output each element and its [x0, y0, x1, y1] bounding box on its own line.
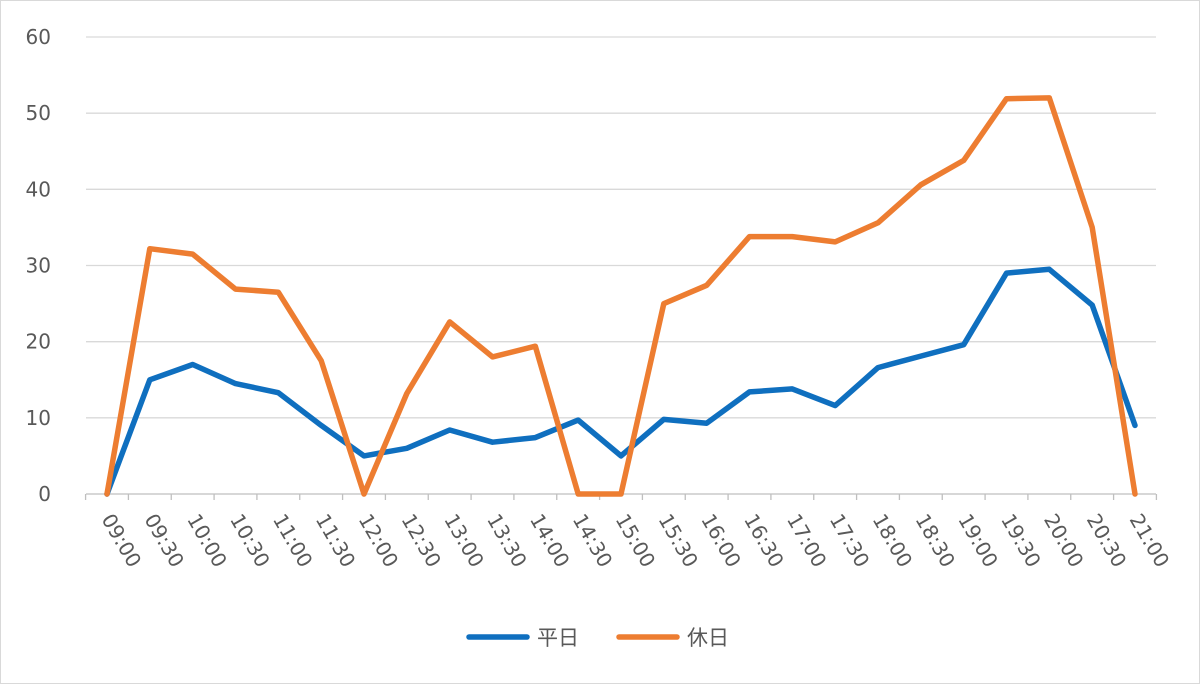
x-axis: 09:0009:3010:0010:3011:0011:3012:0012:30…	[84, 494, 1175, 572]
x-tick-label: 18:30	[911, 510, 961, 572]
legend: 平日 休日	[466, 626, 729, 650]
x-tick-label: 18:00	[868, 510, 918, 572]
legend-label: 休日	[687, 626, 729, 650]
x-tick-label: 15:00	[611, 510, 661, 572]
y-tick-label: 30	[26, 254, 51, 278]
x-tick-label: 13:00	[439, 510, 489, 572]
y-tick-label: 40	[26, 177, 51, 201]
x-tick-label: 10:30	[225, 510, 275, 572]
x-tick-label: 19:30	[996, 510, 1046, 572]
series-lines	[104, 95, 1138, 497]
y-tick-label: 0	[38, 482, 51, 506]
gridlines	[86, 36, 1156, 495]
y-tick-label: 20	[26, 330, 51, 354]
x-tick-label: 16:00	[696, 510, 746, 572]
x-tick-label: 17:00	[782, 510, 832, 572]
y-tick-label: 60	[26, 25, 51, 49]
x-tick-label: 21:00	[1125, 510, 1175, 572]
x-tick-label: 09:30	[140, 510, 190, 572]
x-tick-label: 15:30	[654, 510, 704, 572]
x-tick-label: 09:00	[97, 510, 147, 572]
x-tick-label: 11:30	[311, 510, 361, 572]
x-tick-label: 11:00	[268, 510, 318, 572]
series-line-weekday	[104, 266, 1138, 497]
x-tick-label: 17:30	[825, 510, 875, 572]
x-tick-label: 10:00	[182, 510, 232, 572]
legend-label: 平日	[537, 626, 579, 650]
y-tick-label: 50	[26, 101, 51, 125]
x-tick-label: 12:00	[354, 510, 404, 572]
x-tick-label: 20:00	[1039, 510, 1089, 572]
x-tick-label: 16:30	[739, 510, 789, 572]
x-tick-label: 14:00	[525, 510, 575, 572]
x-tick-label: 20:30	[1082, 510, 1132, 572]
x-tick-label: 12:30	[397, 510, 447, 572]
series-line-holiday	[104, 95, 1138, 497]
y-tick-label: 10	[26, 406, 51, 430]
x-tick-label: 14:30	[568, 510, 618, 572]
x-tick-label: 13:30	[482, 510, 532, 572]
x-tick-label: 19:00	[953, 510, 1003, 572]
y-axis: 0 10 20 30 40 50 60	[26, 25, 51, 506]
